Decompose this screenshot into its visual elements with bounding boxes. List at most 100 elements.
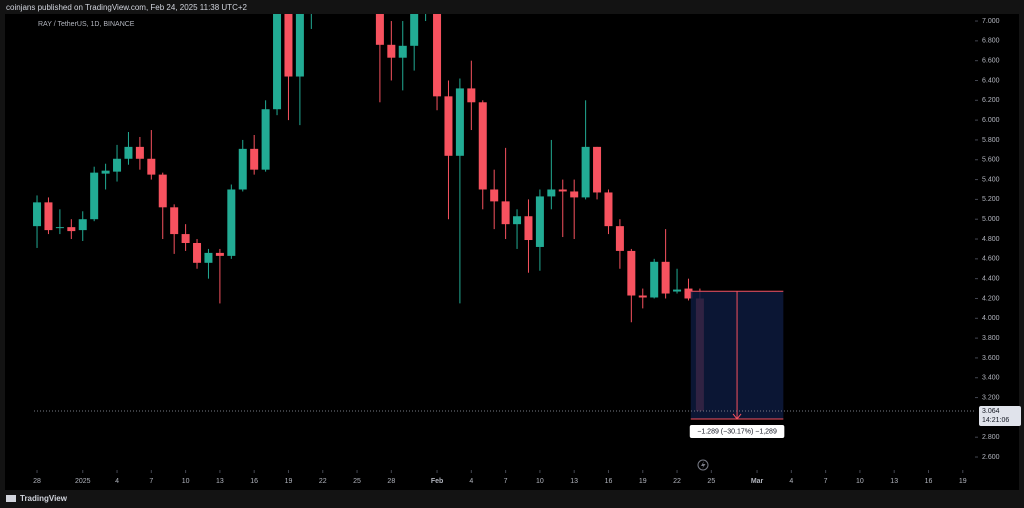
candle-body <box>513 216 522 225</box>
y-tick-label: 4.200 <box>982 295 1000 302</box>
y-tick-label: 5.000 <box>982 216 1000 223</box>
candle-body <box>638 295 647 298</box>
y-tick-label: 3.200 <box>982 394 1000 401</box>
x-tick-label: 7 <box>504 478 508 485</box>
candle-body <box>44 202 53 231</box>
candle-body <box>444 96 453 156</box>
y-tick-label: 6.800 <box>982 38 1000 45</box>
candle-body <box>227 189 236 256</box>
x-tick-label: 4 <box>115 478 119 485</box>
y-tick-label: 7.000 <box>982 18 1000 25</box>
x-tick-label: 10 <box>536 478 544 485</box>
y-tick-label: 2.600 <box>982 454 1000 461</box>
x-tick-label: 28 <box>387 478 395 485</box>
candle-body <box>181 234 190 243</box>
candle-body <box>295 14 304 77</box>
candle-body <box>67 227 76 232</box>
candle-body <box>524 216 533 241</box>
candle-body <box>364 0 372 1</box>
x-tick-label: 2025 <box>75 478 91 485</box>
y-tick-label: 6.200 <box>982 97 1000 104</box>
candle-body <box>147 158 156 175</box>
x-tick-label: 25 <box>353 478 361 485</box>
candle-body <box>673 289 682 292</box>
footer: TradingView <box>20 494 68 503</box>
candle-body <box>650 261 659 298</box>
y-tick-label: 4.000 <box>982 315 1000 322</box>
candle-body <box>193 242 202 263</box>
chart-title: RAY / TetherUS, 1D, BINANCE <box>38 21 135 28</box>
candle-body <box>570 191 579 198</box>
y-tick-label: 6.400 <box>982 77 1000 84</box>
event-icon <box>697 459 709 471</box>
candle-body <box>273 14 282 110</box>
candle-body <box>113 158 122 172</box>
x-tick-label: 4 <box>469 478 473 485</box>
candle-body <box>261 109 270 170</box>
candle-body <box>410 14 419 46</box>
y-tick-label: 3.600 <box>982 355 1000 362</box>
tradingview-logo: TradingView <box>6 494 68 503</box>
candle-body <box>238 148 247 190</box>
candle-body <box>558 189 567 192</box>
y-tick-label: 5.600 <box>982 157 1000 164</box>
x-tick-label: 22 <box>319 478 327 485</box>
y-tick-label: 5.800 <box>982 137 1000 144</box>
candle-body <box>684 288 693 299</box>
candle-body <box>135 146 144 159</box>
candle-body <box>55 227 64 229</box>
candle-body <box>422 0 430 1</box>
x-tick-label: 19 <box>959 478 967 485</box>
candle-body <box>124 146 133 159</box>
y-tick-label: 6.600 <box>982 58 1000 65</box>
y-tick-label: 6.000 <box>982 117 1000 124</box>
y-tick-label: 4.600 <box>982 256 1000 263</box>
measure-label-box <box>689 424 785 438</box>
x-tick-label: 25 <box>707 478 715 485</box>
candle-body <box>375 14 384 45</box>
x-tick-label: 28 <box>33 478 41 485</box>
x-tick-label: 7 <box>149 478 153 485</box>
candle-body <box>33 202 42 227</box>
candle-body <box>661 261 670 294</box>
candle-body <box>615 226 624 251</box>
candle-body <box>158 174 167 208</box>
candle-body <box>433 14 442 97</box>
x-tick-label: 4 <box>789 478 793 485</box>
candle-body <box>501 201 510 225</box>
measure-label: −1.289 (−30.17%) −1,289 <box>697 428 777 435</box>
x-tick-label: 13 <box>890 478 898 485</box>
y-tick-label: 3.400 <box>982 375 1000 382</box>
candle-body <box>250 148 259 170</box>
candle-body <box>604 192 613 227</box>
x-tick-label: Mar <box>751 478 764 485</box>
event-icon-bolt <box>701 461 706 469</box>
candle-body <box>387 44 396 58</box>
candle-body <box>581 146 590 198</box>
x-tick-label: 16 <box>925 478 933 485</box>
candle-body <box>170 207 179 235</box>
y-tick-label: 4.400 <box>982 276 1000 283</box>
logo-mark <box>6 495 16 502</box>
candle-body <box>455 88 464 156</box>
price-label-box <box>979 406 1021 427</box>
plot <box>33 0 975 420</box>
x-tick-label: 19 <box>639 478 647 485</box>
x-tick-label: 13 <box>216 478 224 485</box>
header: coinjans published on TradingView.com, F… <box>6 3 248 12</box>
y-tick-label: 4.800 <box>982 236 1000 243</box>
candle-body <box>101 170 110 174</box>
candle-body <box>593 146 602 193</box>
candle-body <box>284 14 293 77</box>
x-tick-label: 7 <box>824 478 828 485</box>
x-tick-label: 10 <box>856 478 864 485</box>
candle-body <box>467 88 476 103</box>
candle-body <box>398 45 407 58</box>
candle-body <box>90 172 99 220</box>
y-tick-label: 2.800 <box>982 434 1000 441</box>
price-label: 3.064 <box>982 408 1000 415</box>
x-tick-label: 19 <box>285 478 293 485</box>
x-tick-label: 16 <box>605 478 613 485</box>
